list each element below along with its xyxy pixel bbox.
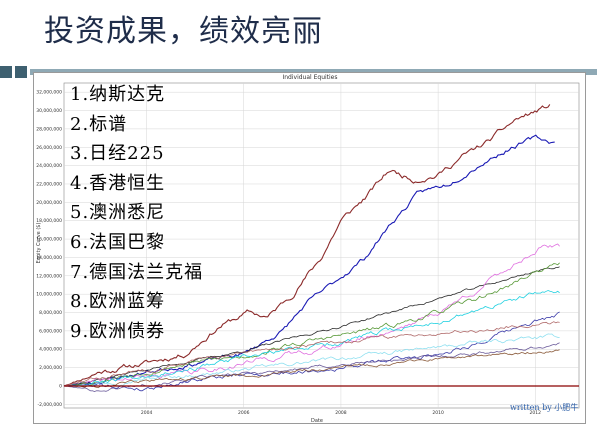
y-tick-label: 30,000,000 — [36, 108, 62, 114]
legend-item: 9.欧洲债券 — [70, 320, 166, 342]
y-tick-label: 18,000,000 — [36, 218, 62, 224]
series-line — [63, 333, 560, 387]
watermark: written by 小肥牛 — [510, 403, 579, 412]
y-tick-label: 32,000,000 — [36, 90, 62, 96]
rule-square-left — [0, 66, 12, 78]
series-layer — [63, 104, 579, 393]
series-line — [63, 104, 551, 387]
y-tick-label: 8,000,000 — [39, 310, 62, 316]
y-tick-label: 4,000,000 — [39, 347, 62, 353]
legend-item: 2.标谱 — [70, 113, 128, 135]
chart-canvas: Individual Equities -2,000,000 0 2,000,000… — [36, 74, 580, 424]
equity-chart: Individual Equities -2,000,000 0 2,000,000… — [33, 72, 586, 424]
chart-legend: 1.纳斯达克 2.标谱 3.日经225 4.香港恒生 5.澳洲悉尼 6.法国巴黎 7.德国法… — [70, 80, 290, 346]
legend-item: 1.纳斯达克 — [70, 84, 166, 105]
y-tick-label: 0 — [59, 383, 62, 389]
chart-title: Individual Equities — [282, 74, 337, 81]
legend-item: 4.香港恒生 — [70, 172, 166, 194]
grid-layer — [63, 82, 580, 409]
x-tick-label: 2004 — [141, 410, 153, 416]
axis-layer: -2,000,000 0 2,000,000 4,000,000 6,000,000 8,… — [36, 90, 541, 416]
legend-item: 3.日经225 — [70, 143, 165, 165]
x-tick-label: 2010 — [432, 410, 444, 416]
series-line — [63, 262, 560, 387]
y-tick-label: 22,000,000 — [36, 181, 62, 187]
y-tick-label: 26,000,000 — [36, 145, 62, 151]
series-line — [63, 311, 560, 392]
y-tick-label: 2,000,000 — [39, 365, 62, 371]
y-tick-label: 14,000,000 — [36, 255, 62, 261]
plot-area — [63, 82, 580, 409]
series-line — [63, 321, 560, 387]
y-axis-label: Equity Curve ($) — [36, 223, 42, 264]
y-tick-label: -2,000,000 — [37, 402, 62, 408]
y-tick-label: 10,000,000 — [36, 292, 62, 298]
legend-item: 8.欧洲蓝筹 — [70, 291, 166, 313]
x-axis-label: Date — [311, 418, 323, 424]
y-tick-label: 28,000,000 — [36, 126, 62, 132]
y-tick-label: 16,000,000 — [36, 237, 62, 243]
legend-item: 6.法国巴黎 — [70, 231, 166, 253]
x-tick-label: 2006 — [238, 410, 250, 416]
x-tick-label: 2012 — [530, 410, 542, 416]
legend-item: 5.澳洲悉尼 — [70, 202, 166, 224]
rule-square-right — [15, 66, 27, 78]
y-tick-label: 12,000,000 — [36, 273, 62, 279]
y-tick-label: 20,000,000 — [36, 200, 62, 206]
y-tick-label: 6,000,000 — [39, 328, 62, 334]
series-line — [63, 266, 560, 387]
slide-title: 投资成果，绩效亮丽 — [44, 14, 323, 49]
legend-item: 7.德国法兰克福 — [70, 261, 204, 283]
series-line — [63, 349, 560, 389]
series-line — [63, 134, 555, 387]
x-tick-label: 2008 — [335, 410, 347, 416]
series-line — [63, 243, 560, 387]
y-tick-label: 24,000,000 — [36, 163, 62, 169]
